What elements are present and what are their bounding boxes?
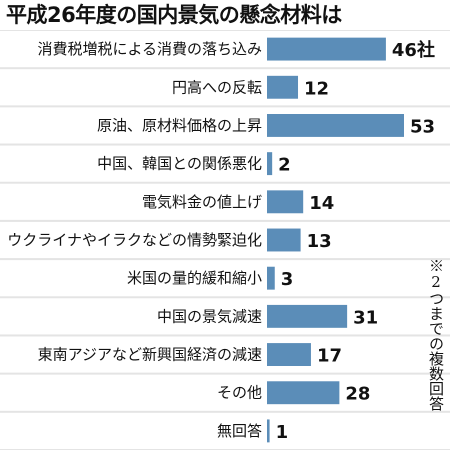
bar: [267, 228, 301, 252]
bar: [267, 304, 348, 328]
value-label: 12: [304, 78, 329, 99]
chart-row-background: [0, 336, 450, 373]
category-label: 中国、韓国との関係悪化: [97, 155, 262, 173]
value-label: 13: [307, 231, 332, 252]
value-label: 3: [281, 269, 294, 290]
chart-row-background: [0, 298, 450, 335]
bar: [267, 266, 275, 290]
category-label: その他: [217, 384, 262, 402]
category-label: 米国の量的緩和縮小: [127, 269, 262, 287]
value-label: 14: [309, 193, 334, 214]
bar: [267, 114, 404, 137]
bar: [267, 343, 311, 366]
bar: [267, 190, 304, 214]
chart-title: 平成26年度の国内景気の懸念材料は: [6, 3, 342, 27]
category-label: 電気料金の値上げ: [142, 193, 262, 211]
chart-row-background: [0, 145, 450, 182]
value-label: 2: [278, 155, 291, 176]
chart-row-background: [0, 69, 450, 106]
category-label: 中国の景気減速: [157, 307, 262, 325]
value-label: 46社: [392, 39, 435, 61]
value-label: 53: [410, 116, 435, 137]
value-label: 1: [276, 422, 289, 443]
chart-row-background: [0, 260, 450, 297]
chart-row-background: [0, 221, 450, 259]
value-label: 31: [353, 307, 378, 328]
bar: [267, 75, 299, 99]
category-label: 円高への反転: [172, 78, 262, 96]
chart-row-background: [0, 374, 450, 411]
category-label: ウクライナやイラクなどの情勢緊迫化: [7, 231, 262, 249]
category-label: 東南アジアなど新興国経済の減速: [38, 346, 262, 364]
value-label: 28: [345, 384, 370, 405]
footnote: ※2つまでの複数回答: [427, 258, 445, 411]
category-label: 原油、原材料価格の上昇: [97, 116, 262, 134]
value-label: 17: [317, 346, 342, 367]
bar: [267, 152, 273, 176]
bar: [267, 381, 340, 405]
category-label: 消費税増税による消費の落ち込み: [37, 40, 262, 58]
bar: [267, 419, 270, 443]
bar: [267, 37, 386, 61]
chart-row-background: [0, 183, 450, 220]
chart-row-background: [0, 412, 450, 449]
category-label: 無回答: [217, 422, 262, 440]
